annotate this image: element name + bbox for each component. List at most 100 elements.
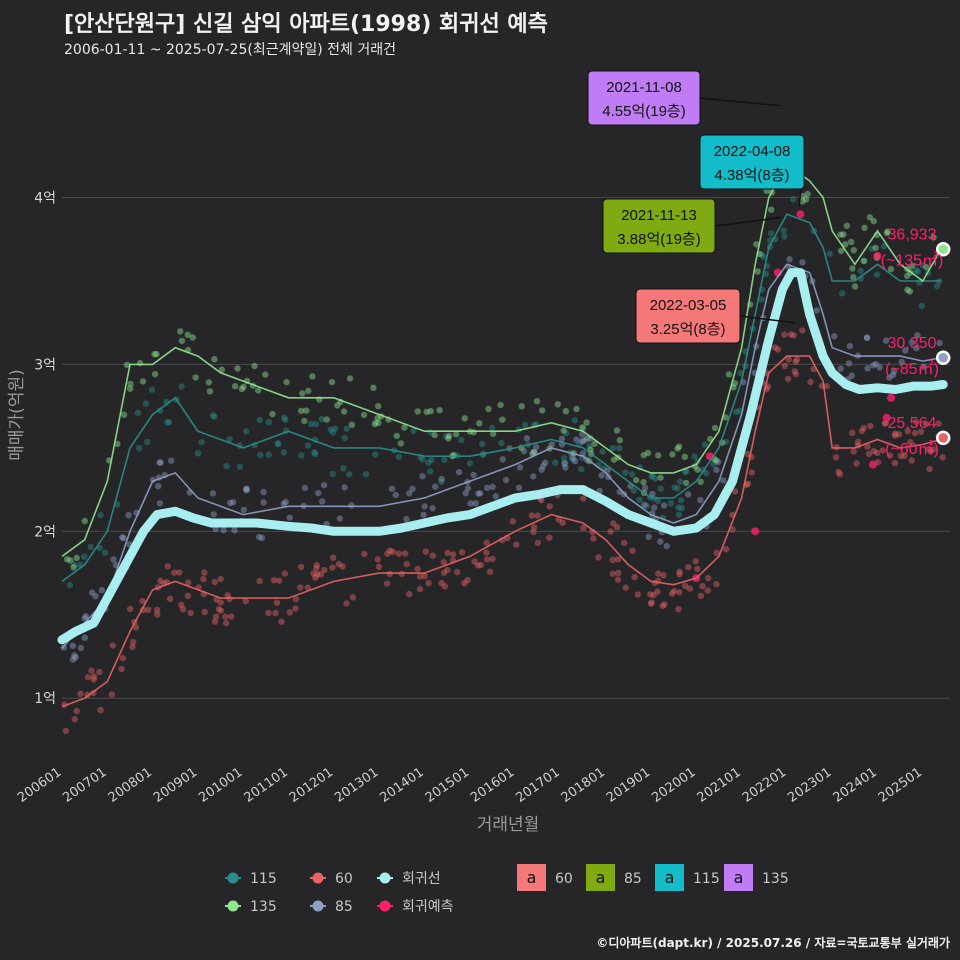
transaction-point-60 xyxy=(292,596,300,603)
transaction-point-135 xyxy=(489,430,497,437)
transaction-point-115 xyxy=(651,475,659,482)
transaction-point-60 xyxy=(77,690,84,697)
transaction-point-135 xyxy=(348,421,356,428)
legend-item-115: 115 xyxy=(225,871,277,887)
transaction-point-60 xyxy=(276,577,283,584)
end-price-label-1: 30,350 xyxy=(888,335,937,352)
transaction-point-85 xyxy=(786,256,793,263)
transaction-point-115 xyxy=(211,413,218,420)
transaction-point-60 xyxy=(681,582,689,590)
transaction-point-115 xyxy=(586,442,593,449)
end-price-label-0: 36,933 xyxy=(888,226,937,243)
transaction-point-85 xyxy=(260,499,267,506)
transaction-point-115 xyxy=(372,451,379,458)
transaction-point-115 xyxy=(256,416,263,424)
annotation-leader xyxy=(739,315,795,324)
transaction-point-60 xyxy=(781,331,788,338)
end-point-2 xyxy=(935,430,951,446)
transaction-point-85 xyxy=(920,363,927,370)
transaction-point-60 xyxy=(416,573,424,580)
transaction-point-85 xyxy=(889,371,897,379)
transaction-point-60 xyxy=(881,420,888,427)
transaction-point-85 xyxy=(863,334,871,342)
transaction-point-60 xyxy=(676,589,683,596)
transaction-point-60 xyxy=(791,368,798,375)
transaction-point-60 xyxy=(444,549,451,556)
transaction-point-60 xyxy=(935,420,942,427)
transaction-point-60 xyxy=(580,524,587,531)
transaction-point-60 xyxy=(90,676,98,683)
legend-swatch xyxy=(724,864,753,891)
transaction-point-115 xyxy=(298,452,305,459)
transaction-point-135 xyxy=(218,366,225,373)
transaction-point-115 xyxy=(134,409,142,417)
transaction-point-135 xyxy=(63,556,71,563)
transaction-point-60 xyxy=(912,418,920,426)
transaction-point-85 xyxy=(484,484,491,491)
transaction-point-60 xyxy=(90,673,98,680)
transaction-point-135 xyxy=(849,265,856,272)
transaction-point-135 xyxy=(436,407,443,414)
transaction-point-60 xyxy=(836,471,844,478)
transaction-point-115 xyxy=(419,456,426,463)
transaction-point-115 xyxy=(676,478,684,485)
transaction-point-85 xyxy=(243,485,250,492)
forecast-point-2 xyxy=(751,527,760,536)
transaction-point-60 xyxy=(313,565,320,572)
transaction-point-60 xyxy=(228,613,235,620)
transaction-point-60 xyxy=(595,554,602,561)
transaction-point-115 xyxy=(372,418,379,426)
transaction-point-60 xyxy=(127,605,134,613)
transaction-point-60 xyxy=(867,422,874,430)
transaction-point-135 xyxy=(804,190,811,198)
forecast-point-4 xyxy=(796,210,805,219)
transaction-point-85 xyxy=(81,634,89,641)
transaction-point-60 xyxy=(704,587,711,594)
transaction-point-60 xyxy=(398,570,405,578)
legend-dot xyxy=(379,872,391,884)
transaction-point-115 xyxy=(281,414,288,421)
x-tick-label-12: 201801 xyxy=(559,765,608,806)
transaction-point-60 xyxy=(874,449,881,457)
transaction-point-60 xyxy=(154,611,161,618)
transaction-point-135 xyxy=(725,371,733,378)
x-tick-label-5: 201101 xyxy=(242,765,291,806)
transaction-point-135 xyxy=(452,431,460,438)
transaction-point-115 xyxy=(630,487,637,494)
transaction-point-115 xyxy=(521,421,529,429)
transaction-point-60 xyxy=(71,716,79,723)
transaction-point-60 xyxy=(483,549,490,556)
transaction-point-60 xyxy=(559,519,566,526)
transaction-point-60 xyxy=(790,332,797,339)
transaction-point-115 xyxy=(210,412,217,419)
x-tick-label-13: 201901 xyxy=(604,765,653,806)
transaction-point-85 xyxy=(69,642,77,649)
transaction-point-60 xyxy=(771,344,779,351)
transaction-point-60 xyxy=(694,565,701,573)
annotation-box xyxy=(587,70,701,126)
transaction-point-135 xyxy=(799,198,806,205)
x-tick-label-14: 202001 xyxy=(649,765,698,806)
transaction-point-135 xyxy=(573,405,580,413)
transaction-point-85 xyxy=(388,485,396,492)
series-line-85 xyxy=(61,263,942,649)
transaction-point-60 xyxy=(212,613,220,620)
transaction-point-115 xyxy=(307,420,315,428)
transaction-point-85 xyxy=(914,332,921,339)
transaction-point-135 xyxy=(851,283,859,290)
legend-glyph: a xyxy=(596,868,606,887)
legend-box-item-85: a 85 xyxy=(586,864,642,891)
transaction-point-60 xyxy=(930,446,937,453)
transaction-point-60 xyxy=(849,429,856,436)
transaction-point-115 xyxy=(194,450,202,457)
transaction-point-60 xyxy=(224,592,231,599)
transaction-point-60 xyxy=(171,569,178,576)
transaction-point-85 xyxy=(89,589,96,596)
transaction-point-60 xyxy=(732,488,739,495)
transaction-point-135 xyxy=(713,457,720,464)
transaction-point-60 xyxy=(621,539,628,547)
transaction-point-60 xyxy=(386,570,393,578)
series-line-135 xyxy=(61,162,942,558)
transaction-point-115 xyxy=(710,461,717,468)
